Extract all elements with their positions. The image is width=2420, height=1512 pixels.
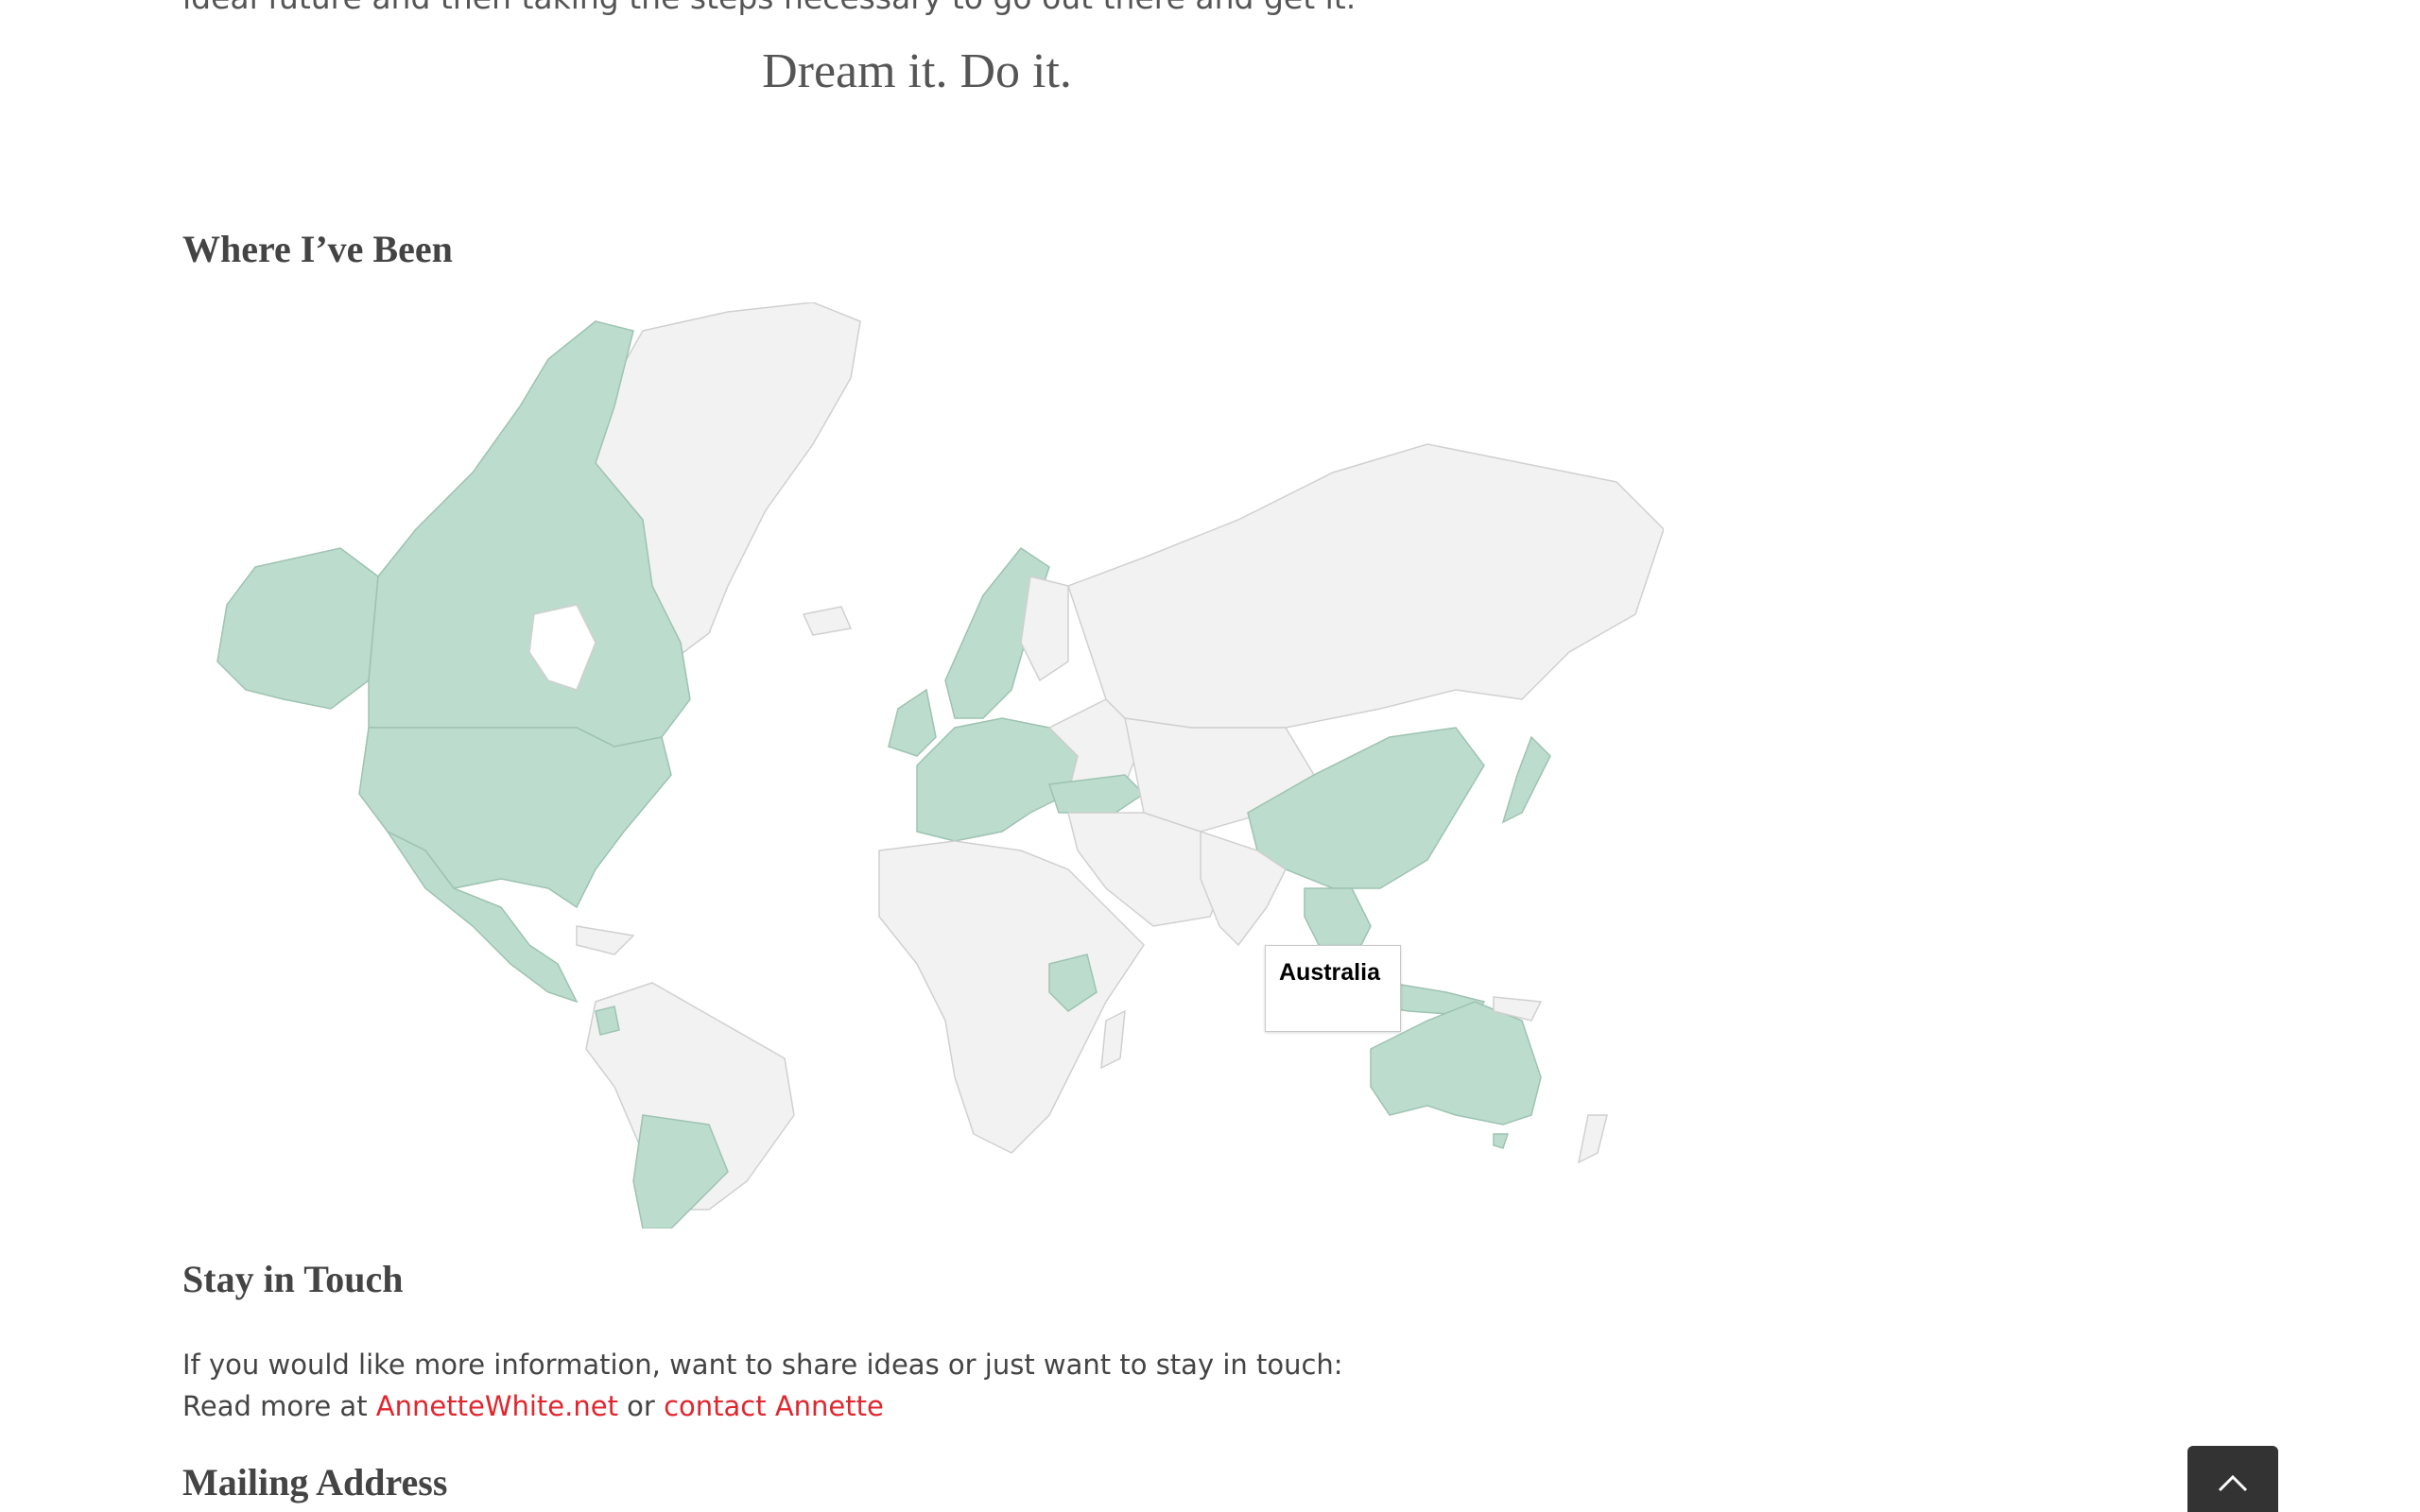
map-region-middle-east[interactable] [1067, 812, 1230, 927]
contact-annette-link[interactable]: contact Annette [664, 1390, 884, 1422]
map-region-argentina-chile[interactable] [632, 1114, 729, 1228]
map-region-papua[interactable] [1493, 996, 1543, 1022]
map-region-ecuador[interactable] [595, 1005, 620, 1036]
map-region-uk-ireland[interactable] [888, 688, 937, 757]
read-more-line: Read more at AnnetteWhite.net or contact… [182, 1390, 884, 1422]
map-region-africa[interactable] [878, 840, 1145, 1154]
map-region-new-zealand[interactable] [1577, 1114, 1608, 1164]
map-tooltip: Australia [1265, 945, 1401, 1032]
stay-in-touch-text: If you would like more information, want… [182, 1349, 1343, 1381]
map-region-madagascar[interactable] [1100, 1009, 1126, 1070]
map-region-tanzania[interactable] [1048, 954, 1098, 1012]
map-region-iceland[interactable] [802, 606, 853, 636]
map-region-russia[interactable] [1067, 443, 1664, 729]
map-region-western-europe[interactable] [916, 717, 1079, 842]
map-region-australia[interactable] [1370, 1001, 1542, 1125]
intro-paragraph-tail: ideal future and then taking the steps n… [182, 0, 1356, 16]
map-region-japan[interactable] [1501, 735, 1551, 824]
world-map[interactable] [199, 302, 1664, 1228]
chevron-up-icon [2218, 1474, 2248, 1492]
where-ive-been-heading: Where I’ve Been [182, 228, 453, 270]
stay-in-touch-heading: Stay in Touch [182, 1258, 404, 1300]
annettewhite-link[interactable]: AnnetteWhite.net [375, 1390, 618, 1422]
tagline: Dream it. Do it. [762, 44, 1072, 98]
map-region-mexico[interactable] [385, 830, 579, 1004]
map-region-alaska[interactable] [216, 547, 379, 710]
mailing-address-heading: Mailing Address [182, 1461, 448, 1503]
map-tooltip-label: Australia [1279, 959, 1380, 986]
read-more-middle: or [617, 1390, 665, 1422]
map-region-south-america[interactable] [585, 982, 795, 1211]
map-region-hudson-bay [528, 604, 596, 691]
map-region-india[interactable] [1200, 830, 1287, 947]
back-to-top-button[interactable] [2187, 1446, 2278, 1512]
map-region-finland[interactable] [1020, 576, 1069, 682]
map-region-turkey[interactable] [1047, 774, 1146, 814]
read-more-prefix: Read more at [182, 1390, 376, 1422]
map-region-caribbean[interactable] [576, 925, 635, 955]
map-region-tasmania[interactable] [1493, 1133, 1510, 1149]
map-region-united-states[interactable] [358, 727, 672, 909]
